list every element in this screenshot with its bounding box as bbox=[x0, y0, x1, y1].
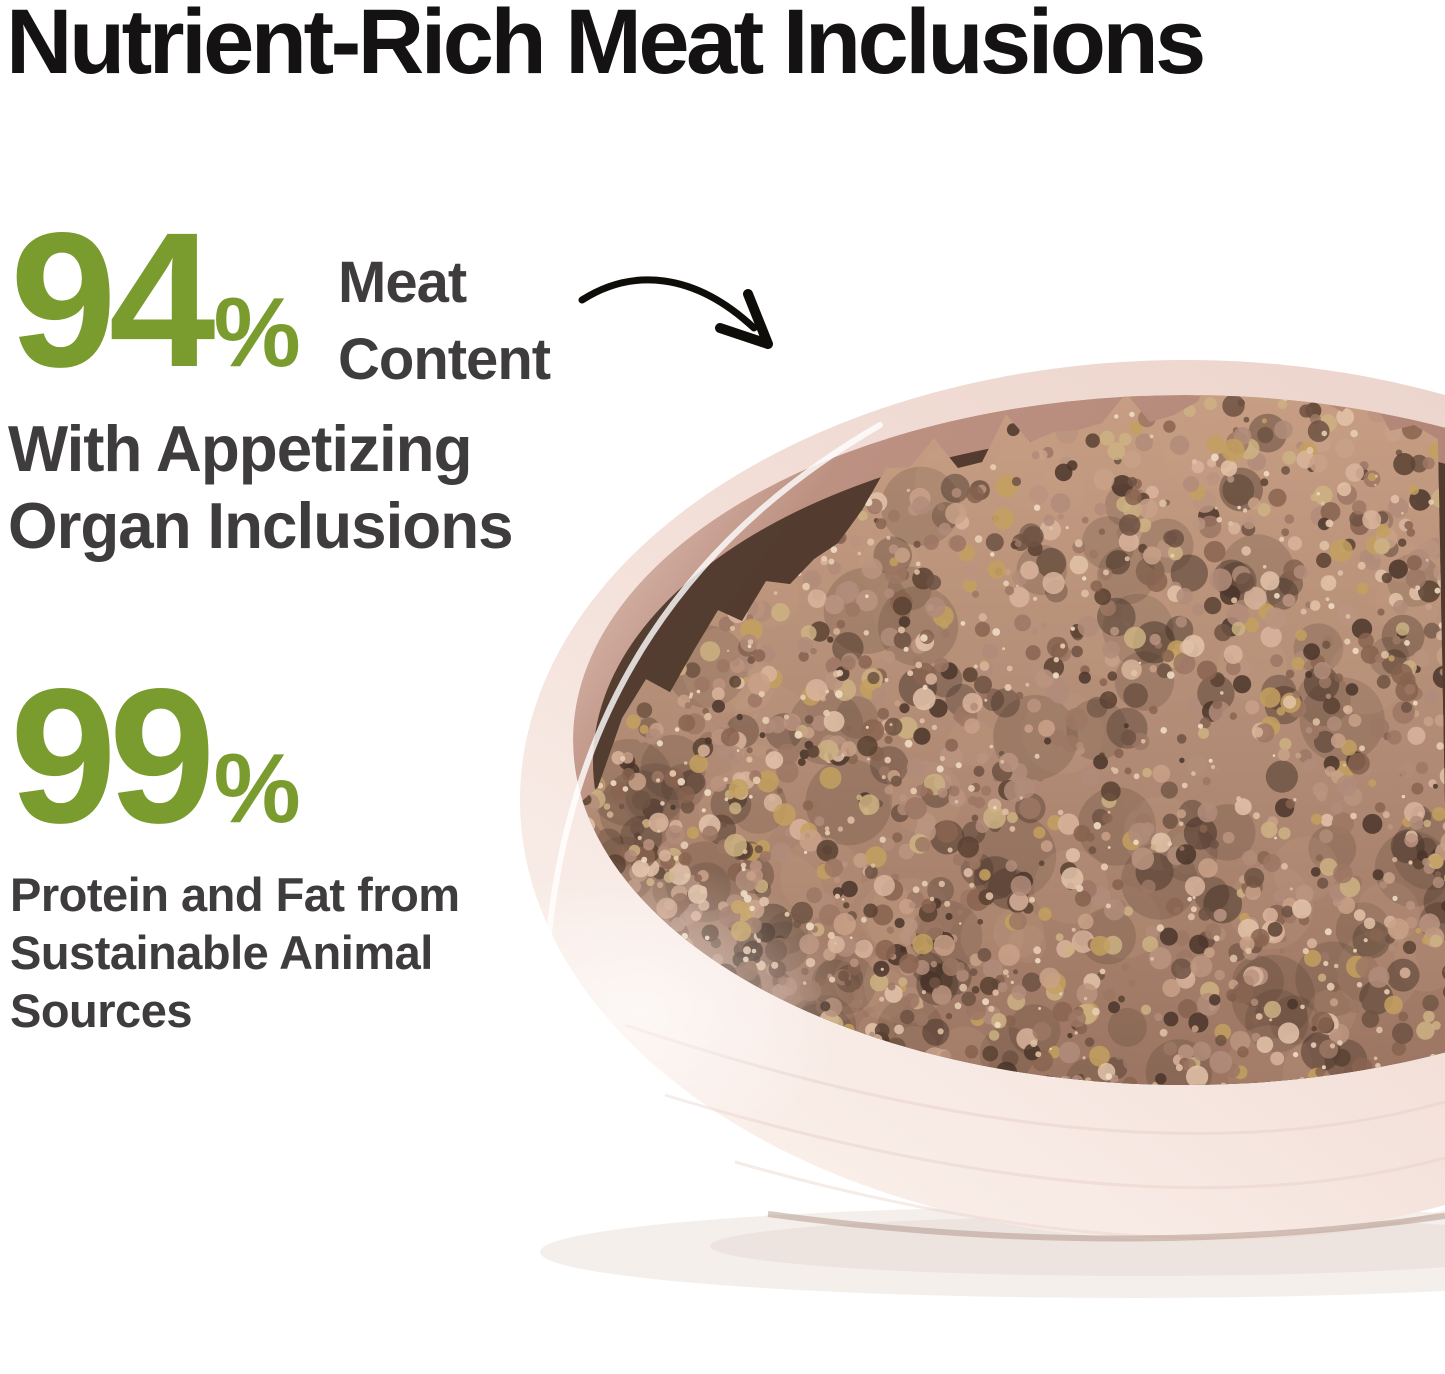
stat-protein-value: 99 bbox=[10, 648, 216, 863]
headline: Nutrient-Rich Meat Inclusions bbox=[6, 0, 1206, 93]
stat-protein-percent: 99% bbox=[10, 660, 301, 852]
bowl-ridge-line bbox=[664, 1093, 1445, 1190]
curved-arrow-head bbox=[715, 289, 773, 349]
bowl-front-sheen bbox=[430, 860, 850, 1160]
paragraph: Protein and Fat from Sustainable Animal … bbox=[10, 866, 460, 1040]
paragraph-line2: Sustainable Animal bbox=[10, 926, 433, 979]
bowl-base-edge bbox=[767, 1211, 1445, 1242]
subheading-line1: With Appetizing bbox=[8, 412, 473, 485]
subheading-line2: Organ Inclusions bbox=[8, 489, 514, 562]
stat-meat-label-line1: Meat bbox=[338, 250, 467, 315]
curved-arrow bbox=[578, 276, 773, 349]
curved-arrow-shaft bbox=[578, 276, 758, 332]
stat-meat-label: Meat Content bbox=[338, 244, 658, 398]
subheading: With Appetizing Organ Inclusions bbox=[8, 410, 514, 564]
paragraph-line1: Protein and Fat from bbox=[10, 868, 460, 921]
stat-meat-percent: 94% bbox=[10, 204, 301, 396]
paragraph-line3: Sources bbox=[10, 984, 192, 1037]
stat-meat-label-line2: Content bbox=[338, 327, 551, 392]
stat-protein-percent-sign: % bbox=[213, 733, 301, 843]
stat-meat-value: 94 bbox=[10, 192, 216, 407]
stat-meat-percent-sign: % bbox=[213, 277, 301, 387]
